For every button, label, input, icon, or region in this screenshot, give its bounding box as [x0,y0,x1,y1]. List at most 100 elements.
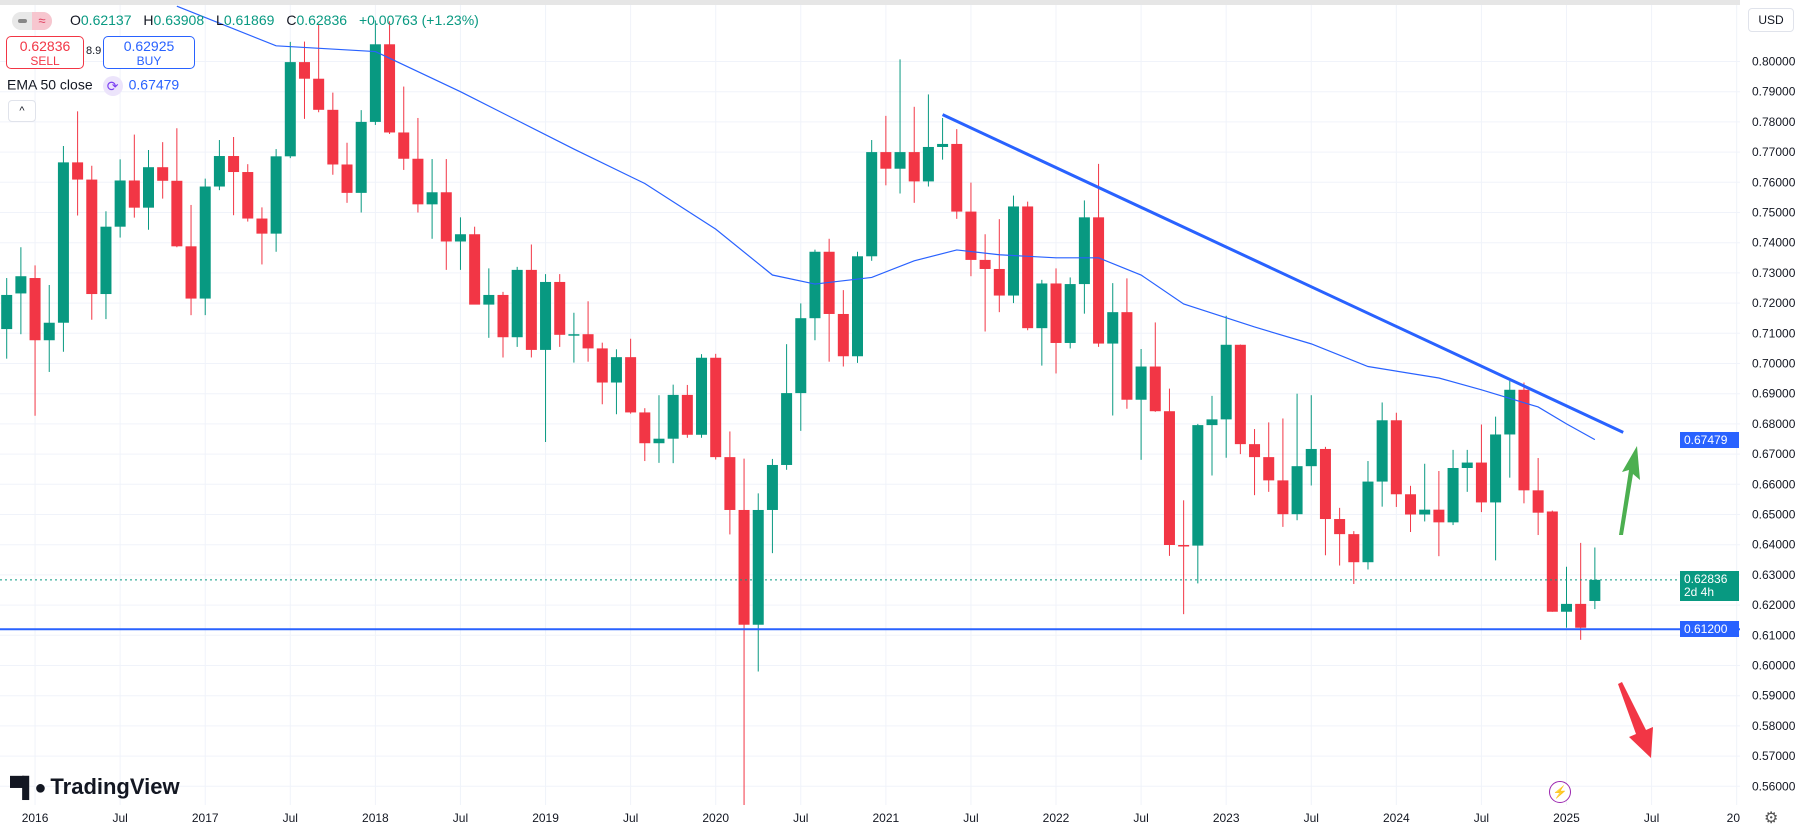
candle-2022-11[interactable] [1192,423,1204,584]
candle-2021-11[interactable] [1022,201,1034,331]
candle-2023-01[interactable] [1220,315,1232,458]
candle-2023-06[interactable] [1291,393,1303,521]
candle-2020-10[interactable] [837,290,849,367]
descending-trendline[interactable] [941,113,1624,434]
candle-2021-12[interactable] [1036,279,1048,366]
candle-2020-03[interactable] [738,458,750,815]
candle-2015-12[interactable] [15,247,27,335]
candle-2017-12[interactable] [355,110,367,213]
candle-2021-08[interactable] [979,234,991,332]
candle-2024-06[interactable] [1461,449,1473,492]
time-axis[interactable]: 2016 Jul 2017 Jul 2018 Jul 2019 Jul 2020 Jul 2021 J… [22,811,1747,825]
candle-2019-12[interactable] [696,354,708,438]
candle-2022-04[interactable] [1093,163,1105,347]
candle-2020-12[interactable] [866,140,878,261]
candle-2024-07[interactable] [1475,424,1487,513]
candle-2019-07[interactable] [625,338,637,414]
candle-2023-04[interactable] [1263,422,1275,492]
candle-2018-03[interactable] [398,86,410,170]
candle-2018-10[interactable] [497,291,509,358]
minus-icon[interactable] [12,12,32,30]
candle-2020-08[interactable] [809,249,821,341]
indicator-legend[interactable]: EMA 50 close ⟳ 0.67479 [7,76,179,96]
candle-2017-05[interactable] [256,207,268,265]
candle-2025-01[interactable] [1561,566,1572,628]
candle-2018-06[interactable] [440,159,452,270]
candle-2016-12[interactable] [185,204,197,316]
candle-2023-10[interactable] [1348,531,1360,584]
candle-2021-07[interactable] [965,182,977,277]
candle-2022-12[interactable] [1206,395,1218,476]
wave-icon[interactable]: ≈ [32,12,52,30]
candle-2019-11[interactable] [681,384,693,438]
candle-2018-07[interactable] [454,217,466,270]
candle-2024-12[interactable] [1546,510,1558,612]
candle-2021-02[interactable] [894,59,906,194]
candle-2020-04[interactable] [752,493,764,672]
sell-button[interactable]: 0.62836 SELL [6,36,84,69]
candle-2022-02[interactable] [1064,277,1076,349]
lightning-icon[interactable]: ⚡ [1549,781,1571,803]
candle-2018-08[interactable] [469,226,481,305]
candle-2019-06[interactable] [610,349,622,415]
candle-2020-01[interactable] [710,353,722,460]
candle-2020-06[interactable] [781,344,793,470]
candle-2020-07[interactable] [795,303,807,431]
candle-2016-04[interactable] [72,111,84,216]
candle-2016-08[interactable] [128,134,140,218]
candle-2023-11[interactable] [1362,461,1374,570]
gear-icon[interactable]: ⚙ [1764,810,1779,827]
candle-2025-03[interactable] [1589,547,1601,610]
candle-2017-03[interactable] [228,137,240,216]
candle-2024-01[interactable] [1390,412,1402,507]
candle-2023-08[interactable] [1319,446,1331,556]
candle-2016-03[interactable] [57,146,69,352]
candle-2016-02[interactable] [43,284,55,372]
candle-2017-11[interactable] [341,142,353,203]
candle-2019-04[interactable] [582,301,594,362]
arrow-up-icon[interactable] [1619,446,1640,535]
candle-2017-01[interactable] [199,178,211,316]
candle-2022-05[interactable] [1107,283,1119,416]
currency-button[interactable]: USD [1748,8,1794,32]
candle-2018-04[interactable] [412,117,424,213]
candle-2020-05[interactable] [766,458,778,554]
candle-2021-05[interactable] [937,117,949,160]
candle-2019-03[interactable] [568,312,580,363]
candle-2023-09[interactable] [1334,507,1346,566]
candle-2023-02[interactable] [1234,344,1246,455]
candle-2019-10[interactable] [667,384,679,464]
buy-button[interactable]: 0.62925 BUY [103,36,195,69]
candle-2018-09[interactable] [483,268,495,338]
candle-2017-08[interactable] [298,41,310,119]
candle-2016-11[interactable] [171,128,183,248]
candle-2019-09[interactable] [653,395,665,463]
candle-2019-02[interactable] [554,274,566,347]
candle-2023-07[interactable] [1305,395,1317,486]
candle-2023-12[interactable] [1376,402,1388,507]
candle-2024-02[interactable] [1405,485,1417,533]
ema-50-line[interactable] [176,5,1596,441]
candle-2024-09[interactable] [1504,381,1516,478]
candle-2022-09[interactable] [1163,388,1175,556]
candle-2021-10[interactable] [1007,195,1019,304]
candle-2019-01[interactable] [540,274,552,443]
collapse-legend-button[interactable]: ^ [8,100,36,122]
candle-2024-08[interactable] [1490,416,1502,561]
candle-2017-06[interactable] [270,149,282,252]
candle-2021-03[interactable] [908,106,920,203]
candle-2022-01[interactable] [1050,268,1062,374]
candle-2020-11[interactable] [852,251,863,363]
tradingview-logo[interactable]: ▀▌● TradingView [10,774,180,800]
candle-2024-10[interactable] [1518,382,1530,504]
candle-2018-02[interactable] [384,21,396,134]
chart-mode-toggle[interactable]: ≈ [12,12,52,30]
candle-2024-05[interactable] [1447,449,1459,526]
candle-2018-05[interactable] [426,159,438,239]
candle-2021-01[interactable] [880,115,892,186]
candle-2022-06[interactable] [1121,278,1133,409]
candle-2017-02[interactable] [213,140,225,191]
arrow-down-icon[interactable] [1618,682,1653,758]
candle-2021-06[interactable] [951,129,963,219]
candle-2023-03[interactable] [1249,429,1261,496]
